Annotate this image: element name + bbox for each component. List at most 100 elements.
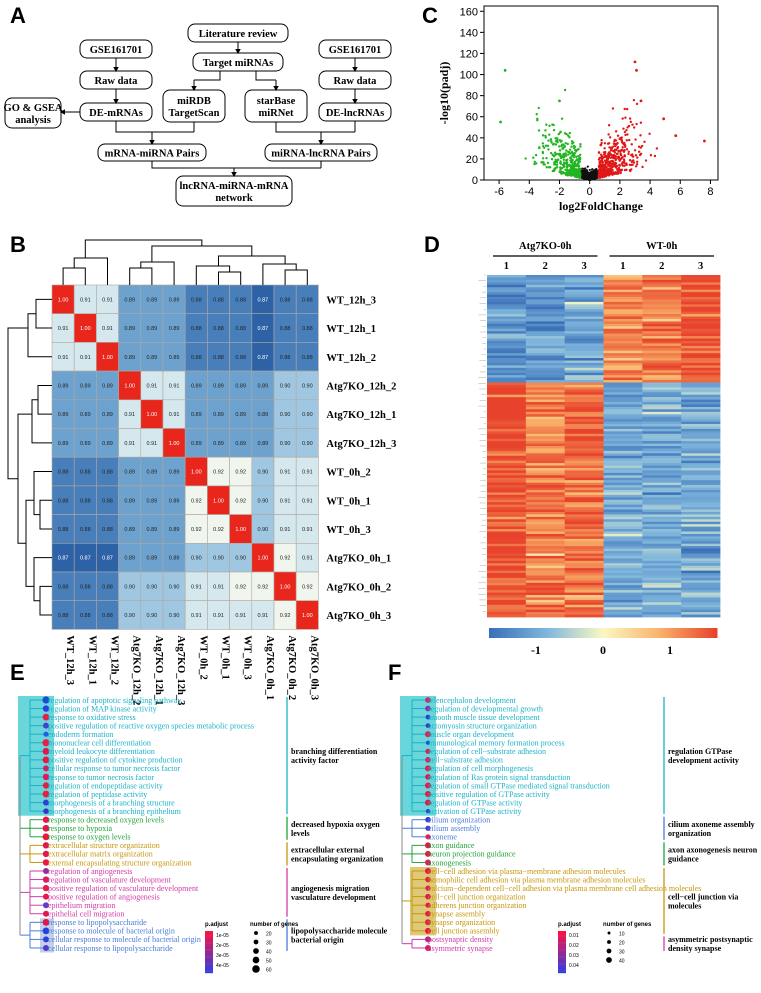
volcano-point (552, 123, 555, 127)
expr-cell (681, 389, 721, 393)
expr-cell (525, 338, 566, 342)
corr-value-label: 0.91 (102, 297, 113, 303)
padj-legend-gradient (558, 945, 566, 947)
volcano-point (544, 134, 547, 138)
cluster-label: organization (668, 829, 712, 838)
y-tick-label: 160 (460, 6, 478, 18)
volcano-point (549, 138, 553, 141)
corr-value-label: 0.92 (302, 584, 313, 590)
cluster-label: angiogenesis migration (291, 884, 370, 893)
expr-cell (603, 519, 643, 523)
expr-cell (681, 489, 721, 493)
corr-value-label: 0.89 (147, 355, 158, 361)
expr-cell (603, 428, 643, 432)
expr-cell (487, 414, 527, 418)
expr-cell (681, 387, 721, 391)
expr-cell (487, 394, 527, 398)
go-term-label: calcium−dependent cell−cell adhesion via… (428, 884, 701, 893)
padj-legend-gradient (558, 933, 566, 936)
expr-cell (603, 565, 643, 569)
volcano-point (598, 171, 601, 174)
corr-value-label: 0.88 (80, 470, 91, 476)
expr-cell (681, 582, 721, 586)
expr-cell (487, 318, 527, 322)
starbase-mirnet-label: miRNet (259, 108, 294, 119)
dendrogram-link (39, 499, 52, 530)
expr-cell (681, 607, 721, 611)
cluster-label: decreased hypoxia oxygen (291, 820, 380, 829)
expr-cell (681, 350, 721, 354)
expr-cell (525, 277, 566, 281)
expr-cell (681, 485, 721, 488)
expr-cell (681, 499, 721, 503)
expr-cell (603, 465, 643, 469)
expr-cell (487, 389, 527, 393)
expr-cell (525, 529, 566, 532)
expr-cell (603, 529, 643, 532)
go-term-dot (43, 731, 49, 737)
volcano-point (623, 130, 627, 134)
expr-cell (603, 516, 643, 520)
x-tick-label: 8 (707, 186, 713, 198)
volcano-point (603, 147, 606, 150)
go-term-dot (42, 739, 50, 747)
volcano-point (565, 168, 569, 172)
volcano-point (549, 151, 553, 155)
expr-cell (525, 355, 566, 359)
volcano-point (599, 153, 603, 156)
expr-cell (603, 426, 643, 430)
corr-value-label: 0.88 (80, 584, 91, 590)
go-term-label: regulation of angiogenesis (48, 867, 132, 876)
volcano-point (543, 163, 546, 166)
expr-cell (642, 367, 682, 371)
go-term-dot (42, 850, 50, 858)
corr-value-label: 0.88 (191, 326, 202, 332)
starbase-mirnet-label: starBase (257, 96, 296, 107)
genes-legend-dot (252, 956, 260, 964)
expr-cell (603, 279, 643, 283)
expr-cell (564, 568, 604, 571)
expr-cell (487, 514, 527, 518)
go-term-dot (43, 868, 49, 874)
padj-legend-gradient (558, 939, 566, 941)
expr-cell (564, 543, 604, 547)
expr-cell (564, 333, 604, 337)
expr-cell (525, 472, 566, 476)
go-term-label: cilium assembly (428, 824, 480, 833)
expr-cell (487, 507, 527, 510)
dendrograms (7, 239, 308, 616)
colorbar-segment (691, 628, 695, 638)
volcano-point (552, 128, 556, 132)
y-tick-label: 60 (466, 112, 478, 124)
go-term-label: telencephalon development (428, 696, 517, 705)
expr-cell (681, 592, 721, 596)
colorbar-segment (511, 628, 515, 638)
expr-cell (642, 595, 682, 598)
volcano-outlier-point (662, 117, 666, 121)
volcano-point (605, 155, 608, 159)
panel-label-c: C (422, 3, 438, 28)
volcano-point (597, 151, 601, 154)
expr-cell (642, 546, 682, 549)
expr-cell (642, 511, 682, 515)
volcano-point (568, 148, 572, 151)
corr-value-label: 0.89 (147, 326, 158, 332)
expr-cell (681, 384, 721, 388)
expr-cell (564, 284, 604, 288)
expr-cell (603, 333, 643, 337)
volcano-point (577, 154, 580, 158)
volcano-point (535, 162, 538, 165)
col-label: Atg7KO_0h_2 (286, 635, 297, 700)
expr-cell (487, 485, 527, 488)
go-term-dot (42, 790, 50, 798)
volcano-point (603, 159, 607, 162)
volcano-point (617, 168, 620, 172)
volcano-point (550, 141, 553, 144)
expr-cell (642, 541, 682, 545)
volcano-point (653, 154, 657, 158)
expr-cell (681, 309, 721, 313)
cluster-label: guidance (668, 854, 699, 863)
expr-cell (603, 551, 643, 554)
expr-cell (603, 526, 643, 530)
expr-cell (525, 292, 566, 295)
